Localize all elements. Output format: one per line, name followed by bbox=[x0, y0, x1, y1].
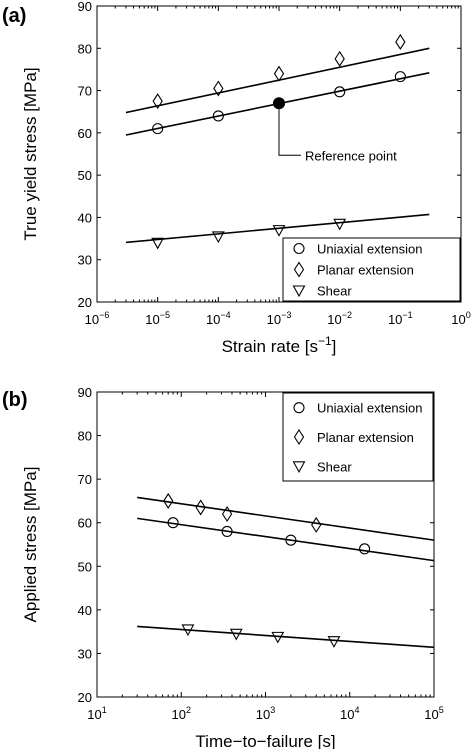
data-point bbox=[272, 225, 286, 237]
x-tick-label: 101 bbox=[87, 705, 106, 722]
y-tick-label: 30 bbox=[78, 253, 92, 268]
legend-marker bbox=[292, 285, 306, 298]
x-tick-label: 105 bbox=[424, 705, 443, 722]
y-tick-label: 40 bbox=[78, 210, 92, 225]
x-tick-label: 100 bbox=[451, 310, 470, 327]
x-tick-label: 103 bbox=[256, 705, 275, 722]
data-point bbox=[271, 631, 285, 644]
data-point bbox=[221, 505, 233, 523]
data-point bbox=[285, 534, 297, 546]
data-point bbox=[359, 543, 371, 555]
y-axis-label: Applied stress [MPa] bbox=[21, 467, 40, 623]
y-tick-label: 70 bbox=[78, 472, 92, 487]
chart-panel-b: 20 30 40 50 60 70 80 90 101 102 103 104 105 Time−to−f… bbox=[2, 385, 444, 749]
y-tick-label: 30 bbox=[78, 646, 92, 661]
x-axis-label: Strain rate [s−1] bbox=[222, 334, 337, 356]
data-point bbox=[333, 218, 347, 231]
data-point bbox=[152, 123, 164, 135]
data-point bbox=[394, 71, 406, 83]
annotation-text: Reference point bbox=[305, 148, 397, 163]
y-tick-label: 20 bbox=[78, 295, 92, 310]
data-point bbox=[212, 110, 224, 122]
x-tick-label: 10−5 bbox=[145, 310, 170, 327]
data-point bbox=[211, 231, 225, 244]
data-point bbox=[334, 50, 345, 67]
y-tick-label: 90 bbox=[78, 0, 92, 14]
legend-entry: Uniaxial extension bbox=[317, 242, 423, 257]
y-tick-label: 80 bbox=[78, 41, 92, 56]
legend-entry: Planar extension bbox=[317, 430, 414, 445]
legend-entry: Planar extension bbox=[317, 263, 414, 278]
y-tick-label: 40 bbox=[78, 603, 92, 618]
panel-label: (b) bbox=[2, 389, 28, 411]
fit-line bbox=[137, 496, 435, 541]
chart-panel-a: 20 30 40 50 60 70 80 90 10−6 10−5 10−4 10−3 10−2 10−1… bbox=[2, 0, 471, 356]
legend-frame bbox=[282, 237, 461, 302]
data-point bbox=[395, 33, 406, 50]
series-shear bbox=[125, 213, 430, 250]
annotation-leader-line bbox=[278, 109, 301, 156]
legend: Uniaxial extension Planar extension Shear bbox=[282, 237, 461, 302]
data-point bbox=[213, 80, 224, 97]
y-tick-label: 60 bbox=[78, 516, 92, 531]
legend-marker bbox=[293, 402, 305, 414]
series-planar-extension bbox=[125, 33, 430, 114]
fit-line bbox=[125, 213, 430, 244]
data-point bbox=[167, 517, 179, 529]
fit-line bbox=[137, 625, 435, 649]
x-tick-label: 10−2 bbox=[327, 310, 352, 327]
panel-label: (a) bbox=[2, 5, 26, 27]
x-tick-label: 10−4 bbox=[206, 310, 231, 327]
reference-point-marker bbox=[272, 97, 286, 110]
series-shear bbox=[137, 624, 435, 649]
data-point bbox=[221, 525, 233, 537]
data-point bbox=[152, 93, 163, 110]
data-point bbox=[181, 624, 195, 637]
x-tick-label: 104 bbox=[340, 705, 359, 722]
data-point bbox=[273, 65, 285, 82]
data-point bbox=[163, 492, 174, 509]
data-point bbox=[334, 86, 346, 98]
y-axis-label: True yield stress [MPa] bbox=[21, 67, 40, 240]
x-tick-label: 102 bbox=[172, 705, 191, 722]
y-tick-label: 90 bbox=[78, 385, 92, 400]
data-point bbox=[311, 516, 322, 533]
data-point bbox=[195, 499, 206, 516]
y-tick-label: 50 bbox=[78, 168, 92, 183]
x-tick-label: 10−6 bbox=[85, 310, 110, 327]
legend-frame bbox=[282, 392, 434, 482]
legend-entry: Shear bbox=[317, 459, 352, 474]
data-point bbox=[327, 636, 341, 648]
y-tick-label: 80 bbox=[78, 429, 92, 444]
legend: Uniaxial extension Planar extension Shear bbox=[282, 392, 434, 482]
x-tick-label: 10−3 bbox=[267, 310, 292, 327]
legend-marker bbox=[293, 428, 305, 446]
series-planar-extension bbox=[137, 492, 435, 541]
y-tick-label: 60 bbox=[78, 126, 92, 141]
data-point bbox=[151, 237, 165, 250]
legend-marker bbox=[292, 461, 306, 473]
y-tick-label: 50 bbox=[78, 559, 92, 574]
legend-entry: Shear bbox=[317, 284, 352, 299]
series-uniaxial-extension bbox=[137, 517, 435, 562]
y-tick-label: 20 bbox=[78, 690, 92, 705]
x-tick-label: 10−1 bbox=[388, 310, 413, 327]
legend-marker bbox=[293, 242, 305, 255]
fit-line bbox=[125, 47, 430, 114]
legend-entry: Uniaxial extension bbox=[317, 401, 423, 416]
y-tick-label: 70 bbox=[78, 84, 92, 99]
data-point bbox=[229, 628, 243, 641]
x-axis-label: Time−to−failure [s] bbox=[195, 732, 335, 749]
legend-marker bbox=[293, 261, 305, 278]
